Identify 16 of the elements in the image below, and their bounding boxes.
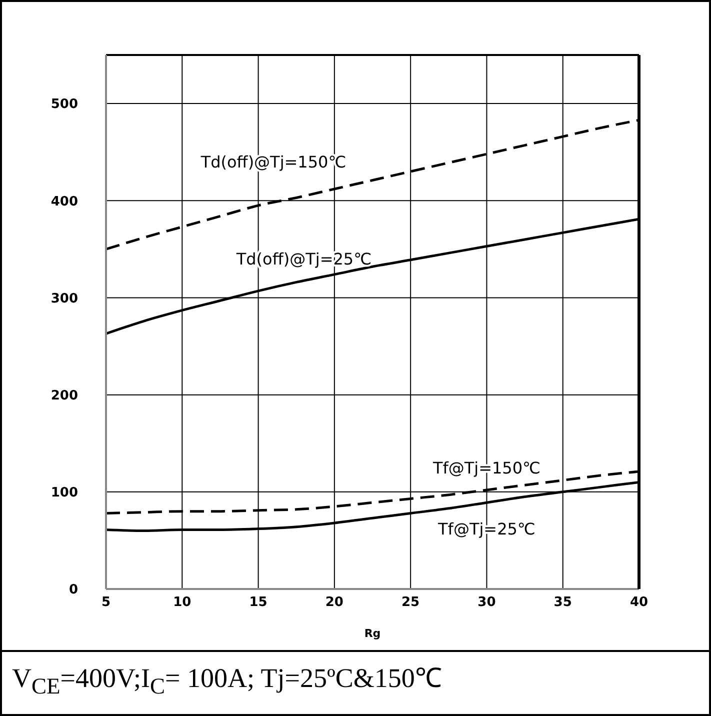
x-axis-title: Rg: [364, 627, 381, 640]
x-tick-label: 30: [478, 595, 496, 610]
text: V$_{CE}$=400V;I$_{C}$= 100A; Tj=25ºC&150℃: [12, 662, 442, 700]
x-tick-label: 35: [554, 595, 572, 610]
x-tick-label: 20: [325, 595, 344, 610]
x-tick-label: 10: [173, 595, 192, 610]
y-tick-label: 0: [68, 582, 78, 598]
x-tick-label: 25: [402, 595, 420, 610]
y-tick-label: 100: [50, 486, 78, 501]
x-tick-label: 40: [630, 595, 648, 610]
x-tick-label: 5: [101, 595, 111, 610]
y-tick-label: 400: [50, 194, 78, 210]
y-tick-label: 200: [50, 388, 78, 404]
y-tick-label: 300: [50, 291, 78, 306]
x-tick-label: 15: [249, 595, 268, 610]
y-tick-label: 500: [50, 97, 78, 112]
